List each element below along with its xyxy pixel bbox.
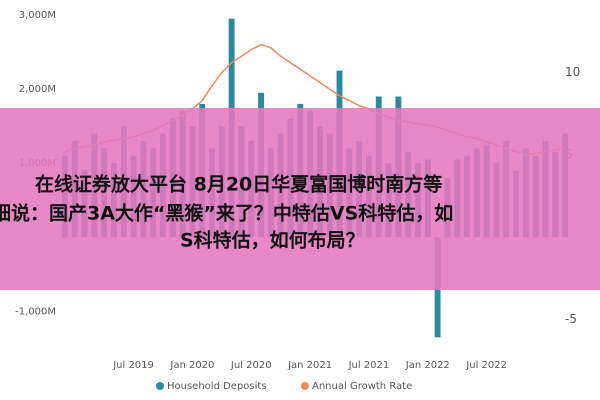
y-tick-label: 2,000M: [19, 84, 56, 95]
x-tick-label: Jan 2021: [287, 360, 332, 371]
x-tick-label: Jul 2022: [465, 360, 507, 371]
x-tick-label: Jul 2019: [112, 360, 154, 371]
legend-marker: [301, 382, 309, 390]
x-tick-label: Jan 2022: [405, 360, 450, 371]
y2-tick-label: 10: [565, 65, 580, 79]
x-tick-label: Jul 2021: [348, 360, 390, 371]
y2-tick-label: -5: [565, 312, 577, 326]
banner-text: 细说：国产3A大作“黑猴”来了？中特估VS科特估，如: [0, 202, 453, 225]
legend-label: Annual Growth Rate: [312, 381, 412, 392]
banner-text: 在线证券放大平台 8月20日华夏富国博时南方等: [35, 173, 442, 196]
y-tick-label: -1,000M: [15, 306, 56, 317]
banner-background: [0, 108, 600, 290]
x-tick-label: Jan 2020: [169, 360, 214, 371]
legend-marker: [156, 382, 164, 390]
banner-text: S科特估，如何布局？: [180, 229, 365, 252]
x-tick-label: Jul 2020: [230, 360, 272, 371]
legend-label: Household Deposits: [167, 381, 267, 392]
y-tick-label: 3,000M: [19, 10, 56, 21]
